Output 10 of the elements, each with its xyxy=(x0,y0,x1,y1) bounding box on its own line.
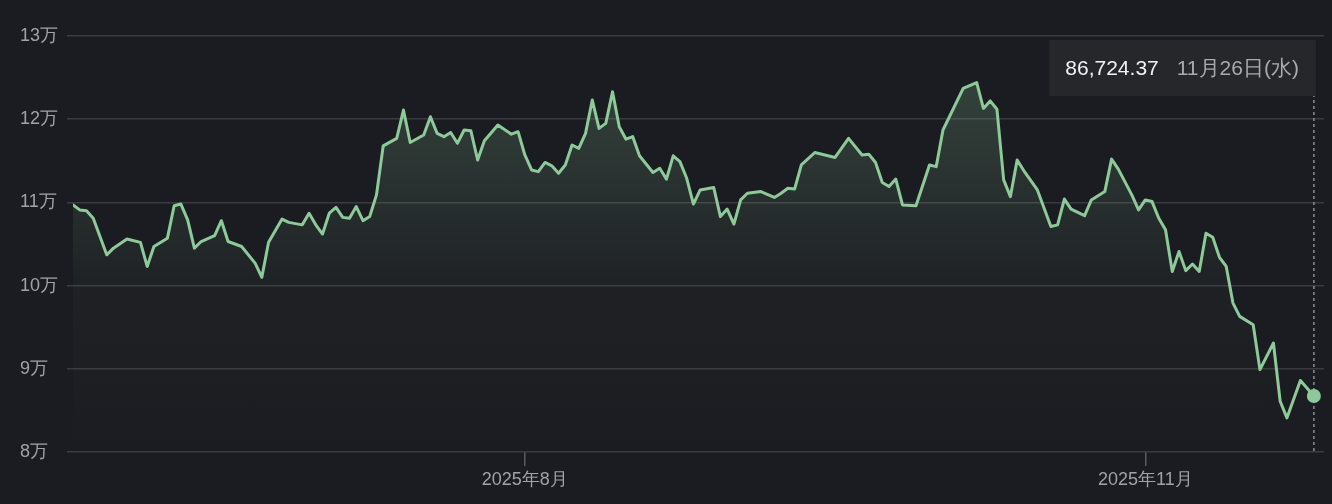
x-tick-label: 2025年11月 xyxy=(1097,468,1193,489)
y-tick-label: 9万 xyxy=(20,357,49,378)
y-tick-label: 10万 xyxy=(20,274,59,295)
y-tick-label: 8万 xyxy=(20,440,49,461)
annotation: 11月26日(水) xyxy=(1176,55,1299,79)
annotation: 86,724.37 xyxy=(1065,55,1159,79)
y-tick-label: 11万 xyxy=(20,191,57,212)
y-tick-label: 13万 xyxy=(20,24,59,45)
x-tick-label: 2025年8月 xyxy=(481,468,568,489)
y-tick-label: 12万 xyxy=(20,108,59,129)
